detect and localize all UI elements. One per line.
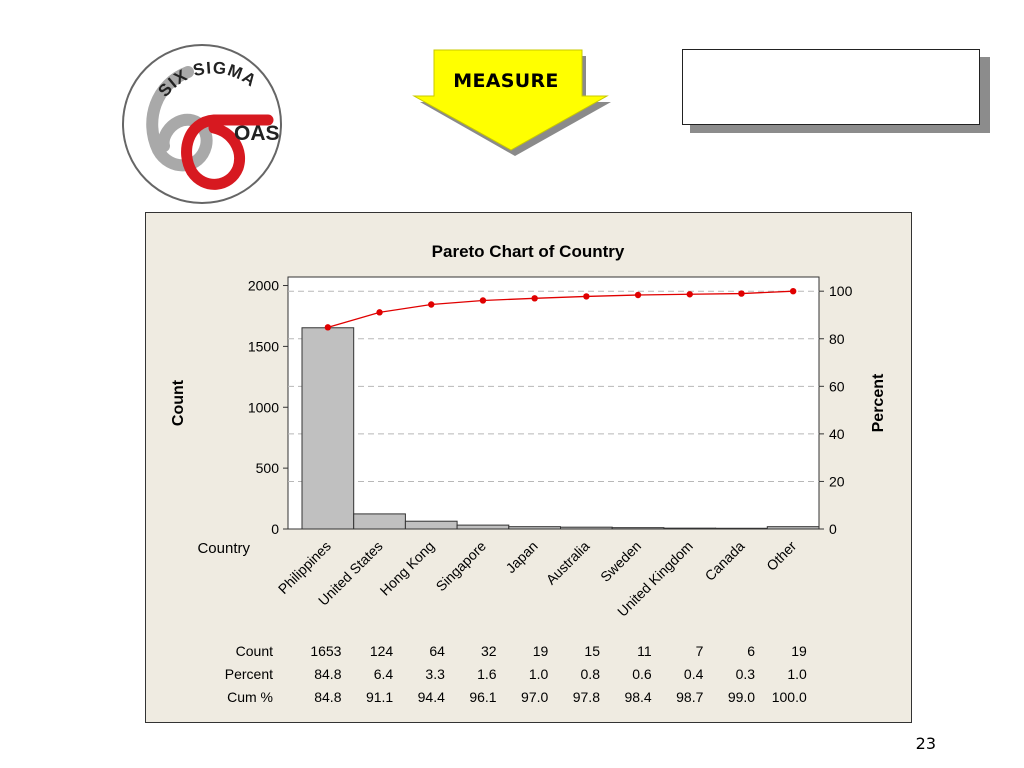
measure-arrow-icon: [412, 49, 611, 156]
bar-sweden: [611, 527, 665, 530]
cum-percent-point: [376, 309, 383, 316]
table-cell: 97.8: [573, 689, 600, 705]
bar-japan: [508, 526, 561, 530]
bar-united-states: [353, 513, 406, 530]
bar-canada: [715, 527, 768, 530]
table-cell: 0.6: [632, 666, 652, 682]
y2-tick-label: 20: [829, 473, 845, 489]
pareto-chart: Pareto Chart of Country 0500100015002000…: [170, 242, 887, 705]
cum-percent-point: [324, 324, 332, 331]
category-label: Other: [763, 538, 799, 574]
y-tick-label: 2000: [248, 278, 279, 294]
table-cell: 84.8: [314, 689, 341, 705]
measure-label: MEASURE: [453, 70, 559, 92]
table-cell: 100.0: [772, 689, 807, 705]
table-cell: 6.4: [374, 666, 394, 682]
table-cell: 1.6: [477, 666, 497, 682]
table-cell: 98.4: [624, 689, 651, 705]
y-tick-label: 0: [271, 521, 279, 537]
table-cell: 0.4: [684, 666, 704, 682]
table-cell: 1.0: [787, 666, 807, 682]
table-cell: 0.3: [736, 666, 756, 682]
table-cell: 1.0: [529, 666, 549, 682]
category-label: Singapore: [433, 538, 490, 595]
table-cell: 94.4: [418, 689, 445, 705]
table-cell: 64: [429, 643, 445, 659]
y2-tick-label: 80: [829, 331, 845, 347]
table-cell: 96.1: [469, 689, 496, 705]
logo-text-side: OAS: [234, 122, 280, 145]
y2-axis-label: Percent: [870, 373, 887, 432]
table-cell: 124: [370, 643, 394, 659]
table-cell: 19: [791, 643, 807, 659]
bar-singapore: [456, 524, 510, 530]
axes: 0 500 1000 1500 2000 0 20 40 60 80 100: [248, 278, 853, 537]
y-tick-label: 1500: [248, 338, 279, 354]
data-table: Count 1653 124 64 32 19 15 11 7 6 19 Percent 84.8 6.4…: [225, 643, 807, 705]
empty-text-box: [682, 49, 980, 125]
category-label: Hong Kong: [377, 538, 438, 599]
x-axis-label: Country: [197, 540, 250, 557]
table-cell: 99.0: [728, 689, 755, 705]
bars: [301, 327, 820, 530]
table-cell: 91.1: [366, 689, 393, 705]
bar-hong-kong: [404, 520, 458, 530]
cum-percent-point: [428, 301, 435, 308]
grid-lines: [288, 290, 819, 482]
bar-united-kingdom: [663, 527, 717, 530]
cum-percent-line: [324, 287, 797, 331]
table-row-label: Count: [236, 643, 273, 659]
table-cell: 32: [481, 643, 497, 659]
table-cell: 1653: [310, 643, 341, 659]
cum-percent-point: [789, 287, 797, 295]
pareto-chart-panel: Pareto Chart of Country 0 500 1000 1500 2000…: [145, 212, 912, 723]
category-label: Japan: [502, 538, 540, 576]
bar-philippines: [301, 327, 355, 530]
y-tick-label: 500: [256, 460, 280, 476]
table-row-label: Cum %: [227, 689, 273, 705]
category-label: Canada: [702, 538, 748, 584]
table-cell: 98.7: [676, 689, 703, 705]
bar-australia: [560, 526, 613, 530]
bar-other: [766, 526, 820, 530]
plot-area: [287, 276, 820, 530]
table-cell: 11: [637, 643, 652, 659]
table-cell: 19: [533, 643, 549, 659]
y2-tick-label: 100: [829, 283, 853, 299]
six-sigma-oas-logo: SIX SIGMA OAS: [122, 44, 282, 204]
table-cell: 15: [584, 643, 600, 659]
cum-percent-point: [634, 291, 642, 299]
category-label: Australia: [543, 538, 593, 588]
category-label: Sweden: [597, 538, 644, 585]
cum-percent-point: [583, 293, 590, 300]
y2-tick-label: 60: [829, 378, 845, 394]
table-cell: 84.8: [314, 666, 341, 682]
y2-tick-label: 0: [829, 521, 837, 537]
cum-percent-point: [738, 290, 745, 297]
y-tick-label: 1000: [248, 399, 279, 415]
cum-percent-point: [479, 297, 487, 304]
chart-title: Pareto Chart of Country: [432, 242, 625, 261]
table-cell: 3.3: [425, 666, 445, 682]
page-number: 23: [915, 734, 936, 753]
cum-percent-point: [686, 291, 693, 298]
table-cell: 0.8: [581, 666, 601, 682]
table-cell: 97.0: [521, 689, 548, 705]
cum-percent-polyline: [327, 290, 794, 328]
table-cell: 7: [696, 643, 704, 659]
y-axis-label: Count: [170, 379, 187, 426]
table-row-label: Percent: [225, 666, 273, 682]
cum-percent-point: [531, 295, 538, 302]
table-cell: 6: [747, 643, 755, 659]
y2-tick-label: 40: [829, 426, 845, 442]
